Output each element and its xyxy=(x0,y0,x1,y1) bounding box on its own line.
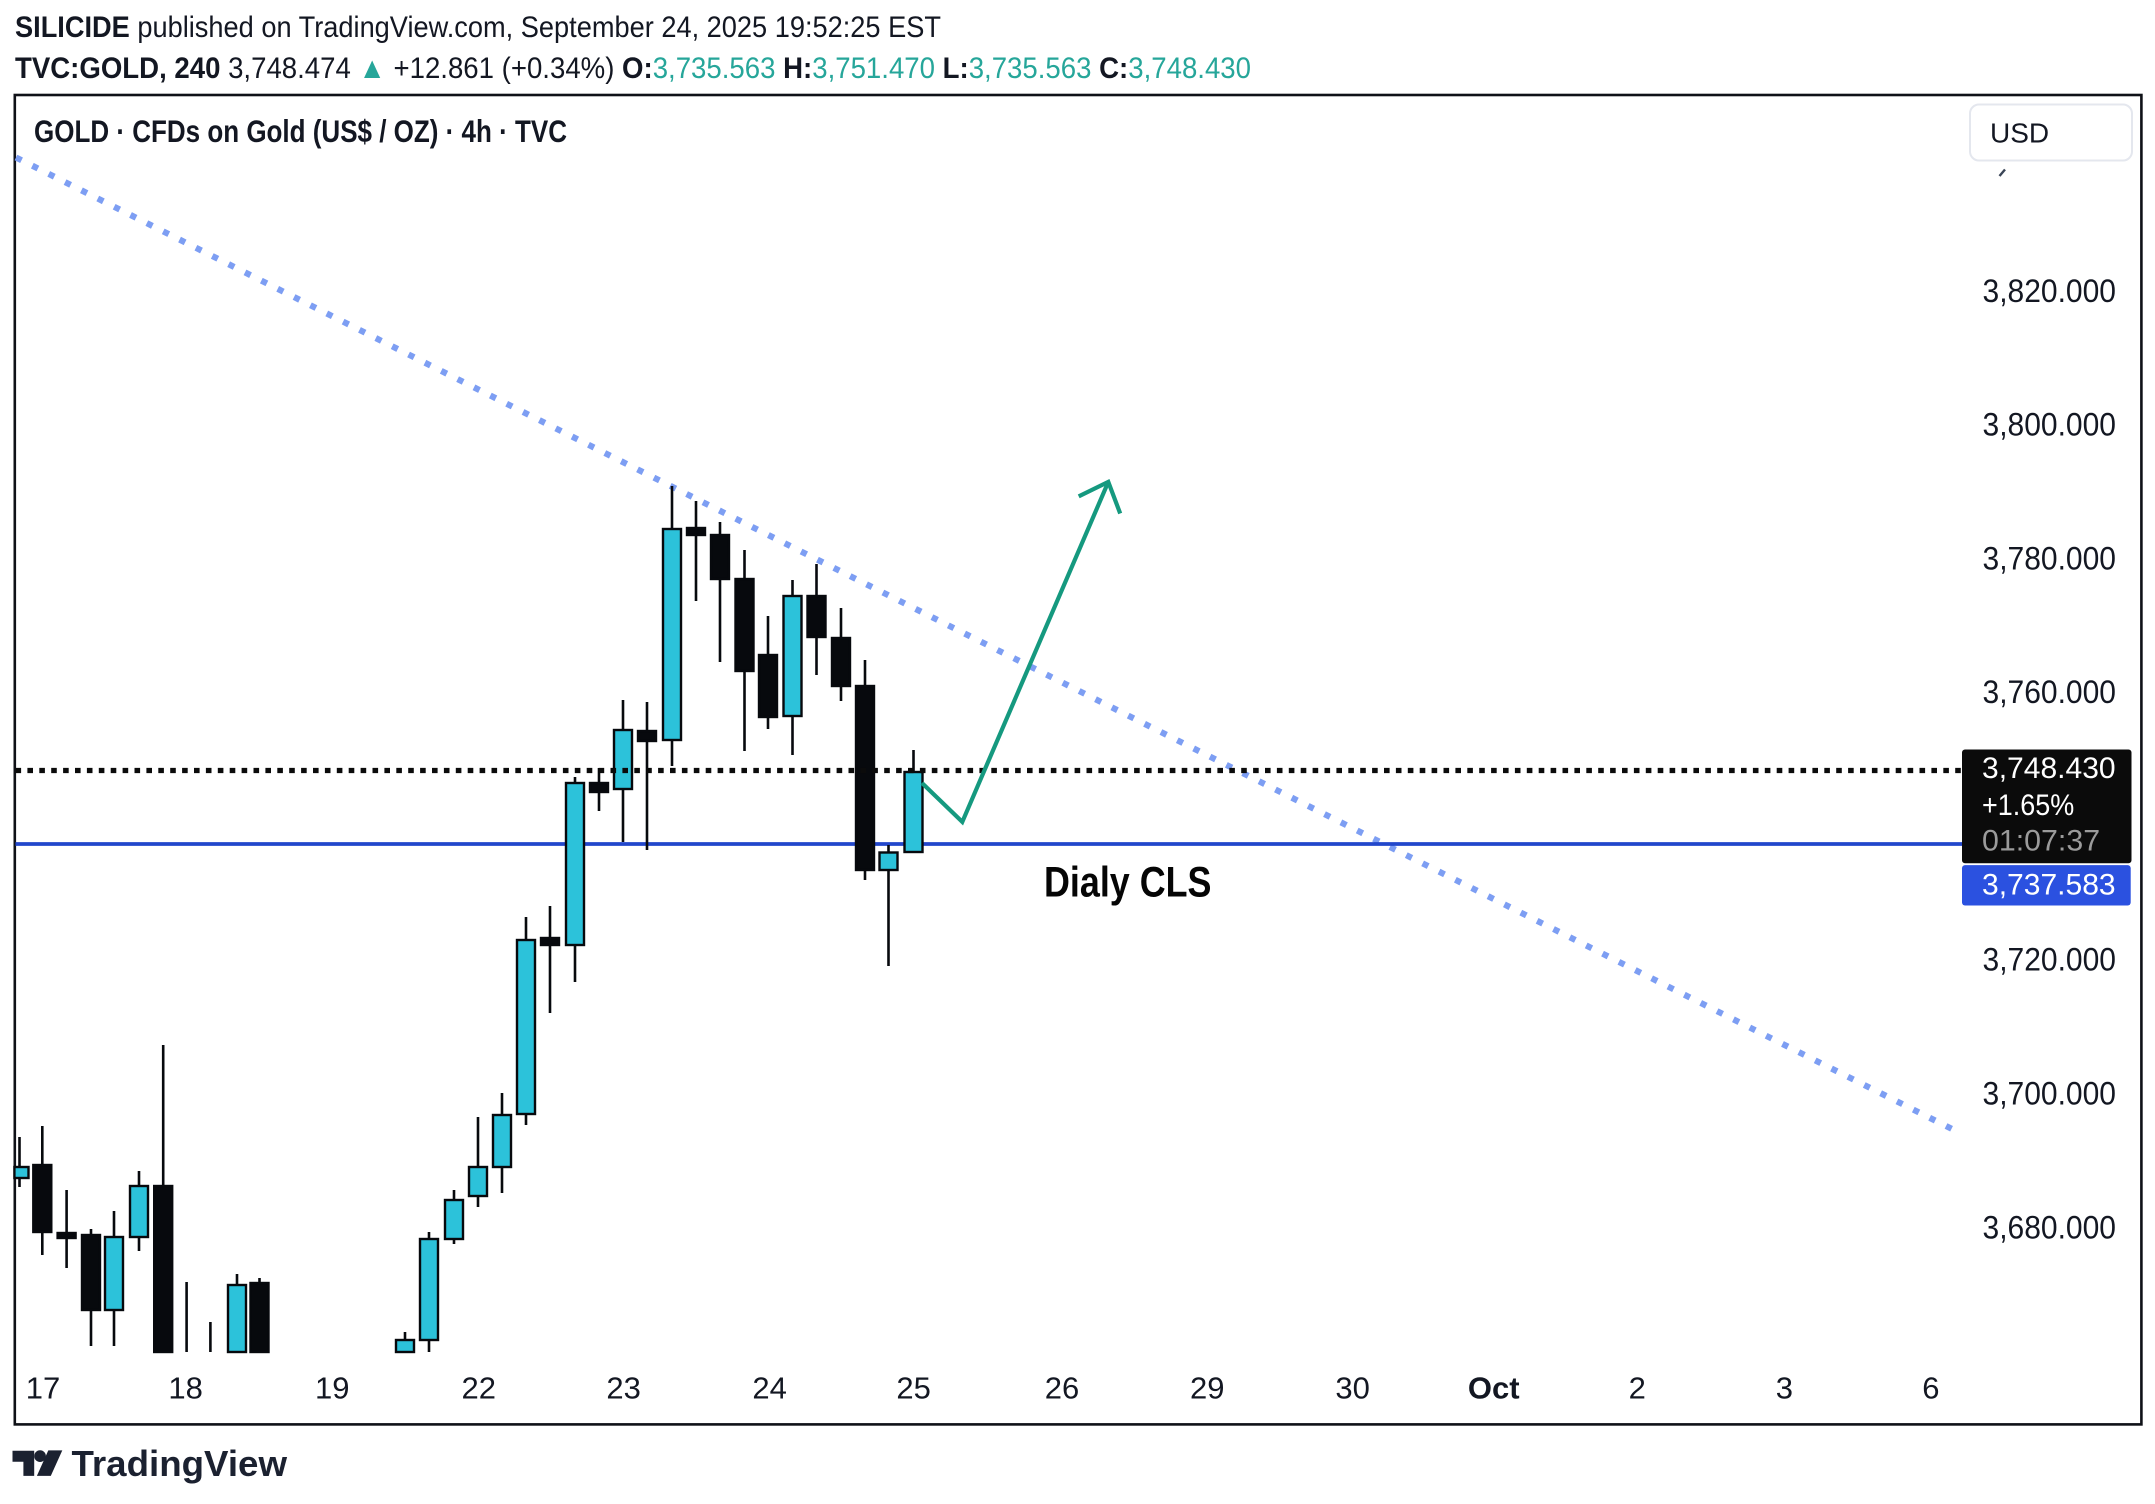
svg-text:30: 30 xyxy=(1335,1371,1369,1406)
svg-text:USD: USD xyxy=(1990,118,2049,149)
svg-text:3: 3 xyxy=(1776,1371,1793,1406)
svg-text:Dialy CLS: Dialy CLS xyxy=(1044,859,1212,907)
svg-text:22: 22 xyxy=(462,1371,496,1406)
svg-text:3,800.000: 3,800.000 xyxy=(1983,407,2117,443)
svg-text:GOLD · CFDs on Gold (US$ / OZ): GOLD · CFDs on Gold (US$ / OZ) · 4h · TV… xyxy=(34,113,567,149)
svg-text:29: 29 xyxy=(1190,1371,1224,1406)
svg-text:SILICIDE published on TradingV: SILICIDE published on TradingView.com, S… xyxy=(15,11,941,44)
svg-text:26: 26 xyxy=(1045,1371,1079,1406)
svg-text:3,700.000: 3,700.000 xyxy=(1983,1076,2117,1112)
svg-text:TradingView: TradingView xyxy=(72,1443,289,1484)
svg-text:24: 24 xyxy=(752,1371,786,1406)
svg-text:3,737.583: 3,737.583 xyxy=(1982,868,2116,901)
svg-text:18: 18 xyxy=(168,1371,202,1406)
svg-text:2: 2 xyxy=(1629,1371,1646,1406)
svg-text:3,780.000: 3,780.000 xyxy=(1983,540,2117,576)
svg-text:6: 6 xyxy=(1922,1371,1939,1406)
svg-text:23: 23 xyxy=(606,1371,640,1406)
svg-text:3,760.000: 3,760.000 xyxy=(1983,674,2117,710)
svg-text:+1.65%: +1.65% xyxy=(1982,789,2074,822)
svg-text:3,748.430: 3,748.430 xyxy=(1982,752,2116,785)
svg-text:TVC:GOLD, 240 3,748.474 ▲ +12: TVC:GOLD, 240 3,748.474 ▲ +12.861 (+0.34… xyxy=(15,52,1251,85)
svg-text:19: 19 xyxy=(315,1371,349,1406)
svg-text:3,720.000: 3,720.000 xyxy=(1983,942,2117,978)
svg-text:25: 25 xyxy=(896,1371,930,1406)
svg-text:3,680.000: 3,680.000 xyxy=(1983,1209,2117,1245)
svg-text:Oct: Oct xyxy=(1468,1371,1520,1406)
svg-text:3,820.000: 3,820.000 xyxy=(1983,273,2117,309)
svg-text:17: 17 xyxy=(26,1371,60,1406)
svg-text:01:07:37: 01:07:37 xyxy=(1982,824,2100,857)
